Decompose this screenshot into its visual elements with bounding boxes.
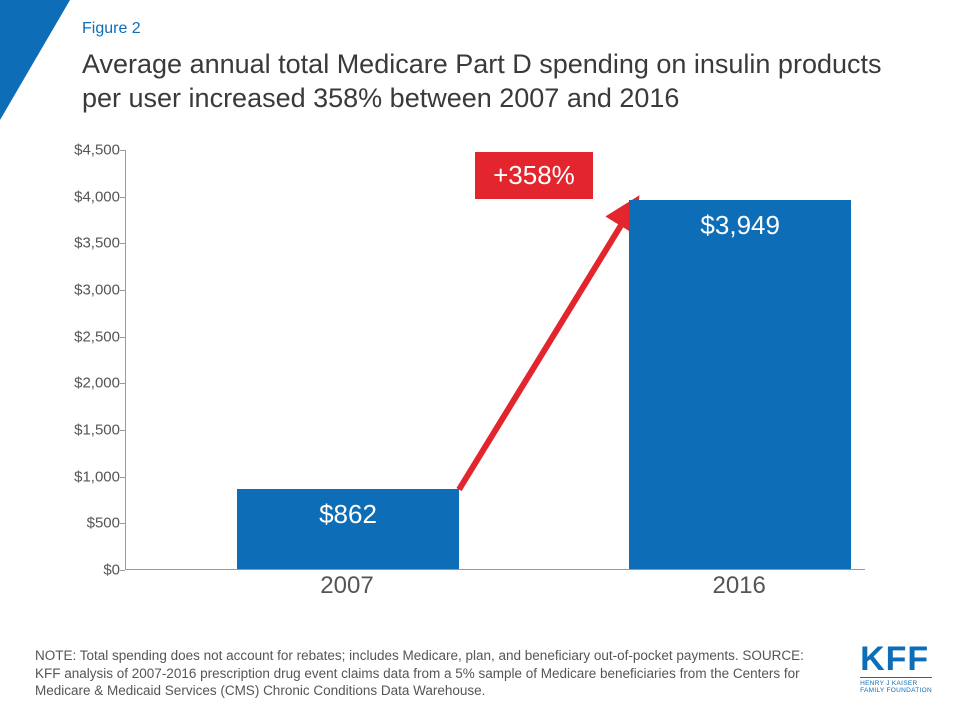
ytick-label: $2,000 — [55, 375, 120, 392]
bar-value-label: $862 — [237, 499, 459, 530]
logo-sub: HENRY J KAISERFAMILY FOUNDATION — [860, 677, 932, 694]
bar-value-label: $3,949 — [629, 210, 851, 241]
plot-region: $862 $3,949 — [125, 150, 865, 570]
ytick-mark — [120, 570, 125, 571]
ytick-label: $0 — [55, 562, 120, 579]
figure-label: Figure 2 — [82, 20, 141, 38]
chart-title: Average annual total Medicare Part D spe… — [82, 48, 920, 116]
ytick-label: $1,500 — [55, 422, 120, 439]
footnote-text: NOTE: Total spending does not account fo… — [35, 647, 830, 700]
ytick-label: $3,500 — [55, 235, 120, 252]
bar: $862 — [237, 489, 459, 569]
corner-accent — [0, 0, 70, 120]
ytick-label: $4,000 — [55, 188, 120, 205]
ytick-label: $500 — [55, 515, 120, 532]
ytick-label: $2,500 — [55, 328, 120, 345]
kff-logo: KFF HENRY J KAISERFAMILY FOUNDATION — [860, 644, 932, 694]
ytick-label: $3,000 — [55, 282, 120, 299]
logo-main: KFF — [860, 644, 932, 675]
bar: $3,949 — [629, 200, 851, 569]
callout-badge: +358% — [475, 152, 593, 199]
ytick-label: $4,500 — [55, 142, 120, 159]
x-category-label: 2016 — [628, 572, 850, 600]
ytick-label: $1,000 — [55, 468, 120, 485]
chart-area: $0 $500 $1,000 $1,500 $2,000 $2,500 $3,000 $3,5… — [55, 140, 875, 600]
x-category-label: 2007 — [236, 572, 458, 600]
